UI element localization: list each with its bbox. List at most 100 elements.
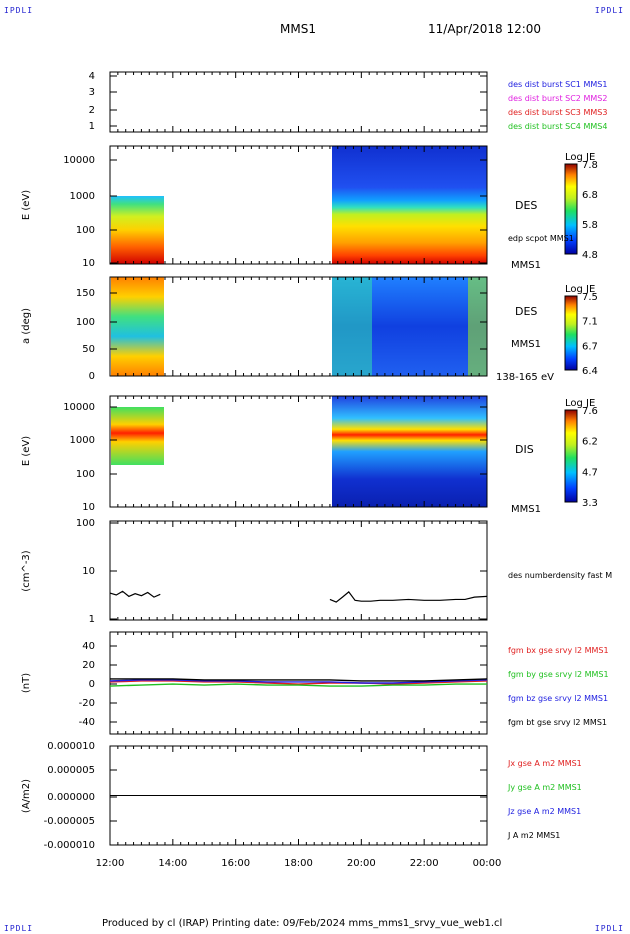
burst-legend-entry: des dist burst SC4 MMS4 bbox=[508, 122, 607, 131]
time-tick-label: 14:00 bbox=[158, 858, 187, 869]
des-energy-label: DES bbox=[515, 199, 537, 212]
y-tick-label: 100 bbox=[76, 518, 95, 529]
colorbar-2 bbox=[564, 295, 578, 371]
dis-energy-label: DIS bbox=[515, 443, 534, 456]
y-tick-label: -40 bbox=[79, 717, 95, 728]
colorbar-tick-label: 3.3 bbox=[582, 498, 598, 509]
y-tick-label: 10 bbox=[82, 258, 95, 269]
colorbar-title: Log JE bbox=[565, 398, 595, 409]
field-legend-entry: fgm bz gse srvy l2 MMS1 bbox=[508, 694, 608, 703]
panel-density bbox=[109, 520, 488, 621]
y-tick-label: 40 bbox=[82, 641, 95, 652]
colorbar-tick-label: 7.1 bbox=[582, 317, 598, 328]
colorbar-tick-label: 7.8 bbox=[582, 160, 598, 171]
y-tick-label: 10000 bbox=[63, 155, 95, 166]
y-axis-label: (nT) bbox=[21, 673, 32, 693]
y-tick-label: 0.000005 bbox=[47, 765, 95, 776]
colorbar-title: Log JE bbox=[565, 284, 595, 295]
time-tick-label: 20:00 bbox=[347, 858, 376, 869]
density-series-line bbox=[329, 591, 488, 603]
burst-legend-entry: des dist burst SC1 MMS1 bbox=[508, 80, 607, 89]
y-axis-label: (cm^-3) bbox=[21, 550, 32, 591]
field-series-line bbox=[109, 680, 488, 685]
time-tick-label: 22:00 bbox=[410, 858, 439, 869]
y-tick-label: 100 bbox=[76, 317, 95, 328]
current-legend-entry: Jy gse A m2 MMS1 bbox=[507, 783, 582, 792]
colorbar-1 bbox=[564, 163, 578, 255]
field-series-line bbox=[109, 683, 487, 687]
time-tick-label: 16:00 bbox=[221, 858, 250, 869]
colorbar-tick-label: 4.7 bbox=[582, 467, 598, 478]
panel-dis-energy bbox=[109, 395, 488, 508]
y-tick-label: 2 bbox=[89, 105, 95, 116]
y-tick-label: 1 bbox=[89, 614, 95, 625]
y-tick-label: 20 bbox=[82, 660, 95, 671]
y-tick-label: -0.000010 bbox=[44, 840, 95, 851]
y-tick-label: 4 bbox=[89, 71, 95, 82]
y-tick-label: 10000 bbox=[63, 402, 95, 413]
density-label: des numberdensity fast M bbox=[508, 571, 612, 580]
panel-des-energy bbox=[109, 145, 488, 265]
y-tick-label: -20 bbox=[79, 698, 95, 709]
dis-energy-block-late bbox=[332, 396, 487, 507]
colorbar-tick-label: 7.5 bbox=[582, 292, 598, 303]
panel-des-pitch bbox=[109, 276, 488, 377]
des-energy-block-early bbox=[111, 196, 164, 264]
y-tick-label: 10 bbox=[82, 566, 95, 577]
y-axis-label: a (deg) bbox=[21, 308, 32, 344]
footer-text: Produced by cl (IRAP) Printing date: 09/… bbox=[102, 918, 503, 929]
colorbar-tick-label: 7.6 bbox=[582, 406, 598, 417]
y-tick-label: 100 bbox=[76, 225, 95, 236]
colorbar-tick-label: 6.8 bbox=[582, 190, 598, 201]
burst-legend-entry: des dist burst SC2 MMS2 bbox=[508, 94, 607, 103]
panel-burst bbox=[109, 71, 488, 133]
y-tick-label: 1000 bbox=[70, 435, 95, 446]
des-scpot-label: edp scpot MMS1 bbox=[508, 234, 574, 243]
field-series-line bbox=[110, 678, 488, 682]
dis-energy-sc-label: MMS1 bbox=[511, 504, 541, 515]
des-pitch-sc-label: MMS1 bbox=[511, 339, 541, 350]
colorbar-tick-label: 4.8 bbox=[582, 250, 598, 261]
corner-mark-top-left: IPDLI bbox=[4, 6, 34, 15]
des-energy-sc-label: MMS1 bbox=[511, 260, 541, 271]
spacecraft-title: MMS1 bbox=[280, 22, 316, 36]
y-tick-label: 50 bbox=[82, 344, 95, 355]
field-legend-entry: fgm bx gse srvy l2 MMS1 bbox=[508, 646, 609, 655]
y-axis-label: E (eV) bbox=[21, 436, 32, 466]
y-tick-label: 0.000010 bbox=[47, 741, 95, 752]
datetime-title: 11/Apr/2018 12:00 bbox=[428, 22, 542, 36]
y-tick-label: 3 bbox=[89, 87, 95, 98]
colorbar-tick-label: 6.2 bbox=[582, 437, 598, 448]
field-series-line bbox=[109, 679, 488, 684]
y-tick-label: -0.000005 bbox=[44, 816, 95, 827]
time-tick-label: 18:00 bbox=[284, 858, 313, 869]
field-legend-entry: fgm bt gse srvy l2 MMS1 bbox=[508, 718, 607, 727]
current-legend-entry: J A m2 MMS1 bbox=[507, 831, 560, 840]
y-axis-label: (A/m2) bbox=[21, 779, 32, 813]
corner-mark-bottom-left: IPDLI bbox=[4, 924, 34, 933]
colorbar-tick-label: 5.8 bbox=[582, 220, 598, 231]
des-pitch-range-label: 138-165 eV bbox=[496, 372, 554, 383]
colorbar-title: Log JE bbox=[565, 152, 595, 163]
y-tick-label: 1000 bbox=[70, 191, 95, 202]
field-legend-entry: fgm by gse srvy l2 MMS1 bbox=[508, 670, 609, 679]
y-tick-label: 150 bbox=[76, 288, 95, 299]
current-legend-entry: Jz gse A m2 MMS1 bbox=[507, 807, 581, 816]
y-tick-label: 0 bbox=[89, 679, 95, 690]
density-series-line bbox=[109, 590, 161, 598]
y-axis-label: E (eV) bbox=[21, 190, 32, 220]
corner-mark-top-right: IPDLI bbox=[594, 6, 624, 15]
corner-mark-bottom-right: IPDLI bbox=[594, 924, 624, 933]
colorbar-tick-label: 6.7 bbox=[582, 341, 598, 352]
y-tick-label: 10 bbox=[82, 502, 95, 513]
burst-legend-entry: des dist burst SC3 MMS3 bbox=[508, 108, 607, 117]
des-pitch-label: DES bbox=[515, 305, 537, 318]
colorbar-3 bbox=[564, 409, 578, 503]
y-tick-label: 0 bbox=[89, 371, 95, 382]
colorbar-tick-label: 6.4 bbox=[582, 366, 598, 377]
time-tick-label: 00:00 bbox=[473, 858, 502, 869]
dis-energy-block-early bbox=[111, 407, 164, 465]
y-tick-label: 100 bbox=[76, 469, 95, 480]
